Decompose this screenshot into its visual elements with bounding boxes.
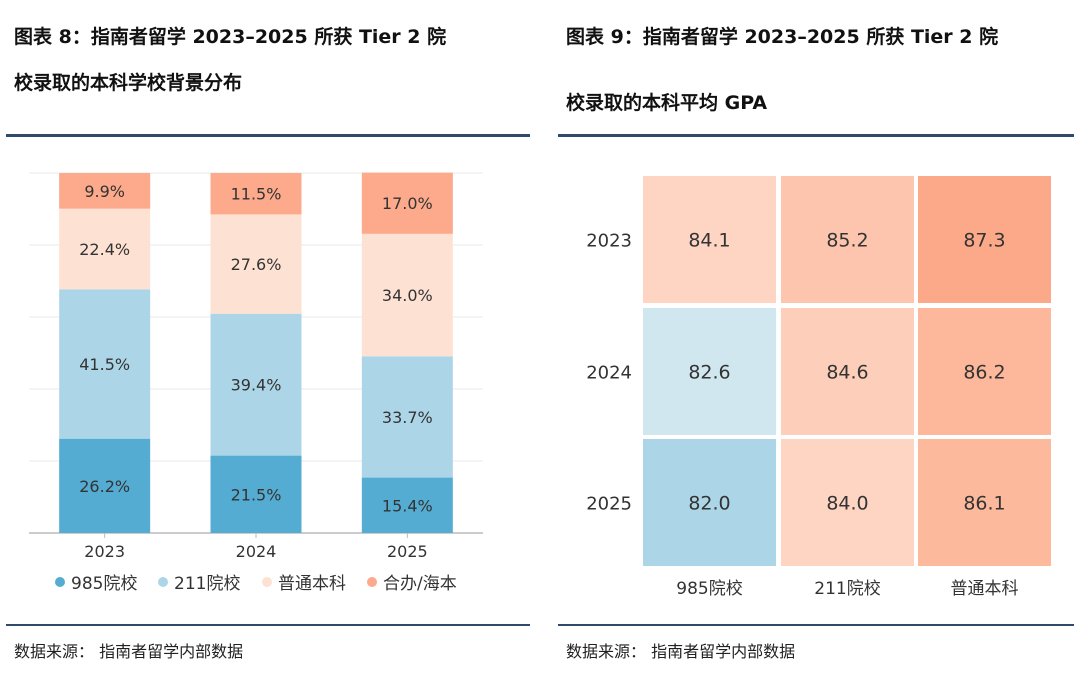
data-label: 17.0% [382, 194, 433, 213]
legend-label: 合办/海本 [383, 574, 457, 594]
cell-value: 82.0 [688, 493, 730, 515]
data-label: 11.5% [231, 185, 282, 204]
data-label: 15.4% [382, 496, 433, 515]
bar-segment-2024-1 [210, 313, 302, 456]
left-source-note: 数据来源： 指南者留学内部数据 [14, 642, 244, 661]
cell-value: 84.1 [688, 230, 730, 252]
cell-value: 85.2 [826, 230, 868, 252]
bar-segment-2023-0 [59, 438, 151, 533]
data-label: 26.2% [79, 477, 130, 496]
heatmap-cell-2024-1 [781, 308, 914, 435]
right-chart-title-line1: 图表 9：指南者留学 2023–2025 所获 Tier 2 院 [566, 26, 999, 48]
right-source-note: 数据来源： 指南者留学内部数据 [566, 642, 796, 661]
x-tick-label: 2023 [84, 542, 125, 561]
legend-marker-3 [367, 577, 377, 587]
column-label: 985院校 [676, 579, 742, 599]
heatmap-cell-2025-0 [643, 439, 776, 566]
bar-segment-2024-2 [210, 214, 302, 314]
bar-segment-2024-3 [210, 173, 302, 215]
legend-label: 985院校 [71, 574, 137, 594]
data-label: 22.4% [79, 240, 130, 259]
bar-segment-2025-3 [361, 172, 453, 234]
column-label: 211院校 [814, 579, 880, 599]
data-label: 27.6% [231, 255, 282, 274]
legend-label: 普通本科 [278, 574, 346, 594]
legend-marker-2 [262, 577, 272, 587]
heatmap-cell-2023-1 [781, 176, 914, 303]
bar-segment-2023-2 [59, 208, 151, 290]
cell-value: 86.2 [963, 362, 1005, 384]
row-label: 2023 [586, 231, 632, 252]
cell-value: 84.6 [826, 362, 868, 384]
legend-marker-1 [158, 577, 168, 587]
x-tick-label: 2024 [236, 542, 277, 561]
cell-value: 84.0 [826, 493, 868, 515]
left-top-divider [6, 134, 530, 137]
data-label: 39.4% [231, 376, 282, 395]
heatmap-cell-2023-0 [643, 176, 776, 303]
heatmap-cell-2024-2 [918, 308, 1051, 435]
left-chart-title-line1: 图表 8：指南者留学 2023–2025 所获 Tier 2 院 [14, 26, 447, 48]
data-label: 9.9% [84, 182, 125, 201]
cell-value: 87.3 [963, 230, 1005, 252]
data-label: 33.7% [382, 408, 433, 427]
gpa-heatmap: 2023 84.1 85.2 87.3 2024 82.6 84.6 86.2 2025 82.0… [586, 176, 1051, 599]
cell-value: 86.1 [963, 493, 1005, 515]
right-top-divider [558, 134, 1074, 137]
row-label: 2025 [586, 494, 632, 515]
data-label: 34.0% [382, 286, 433, 305]
heatmap-cell-2024-0 [643, 308, 776, 435]
bar-segment-2023-3 [59, 173, 151, 209]
left-chart-title-line2: 校录取的本科学校背景分布 [14, 72, 243, 94]
legend-marker-0 [55, 577, 65, 587]
right-bottom-divider [558, 624, 1074, 626]
stacked-bar-chart: 26.2% 41.5% 22.4% 9.9% 2023 21.5% 39.4% 27.6% 11… [29, 172, 483, 594]
bar-segment-2025-2 [361, 233, 453, 357]
bar-segment-2023-1 [59, 289, 151, 439]
heatmap-cell-2025-1 [781, 439, 914, 566]
bar-segment-2025-0 [361, 477, 453, 533]
bar-segment-2024-0 [210, 455, 302, 533]
column-label: 普通本科 [951, 579, 1019, 599]
heatmap-cell-2025-2 [918, 439, 1051, 566]
heatmap-cell-2023-2 [918, 176, 1051, 303]
data-label: 41.5% [79, 355, 130, 374]
legend-label: 211院校 [174, 574, 240, 594]
x-tick-label: 2025 [387, 542, 428, 561]
left-bottom-divider [6, 624, 530, 626]
cell-value: 82.6 [688, 362, 730, 384]
data-label: 21.5% [231, 485, 282, 504]
right-chart-title-line2: 校录取的本科平均 GPA [566, 92, 768, 114]
bar-segment-2025-1 [361, 356, 453, 478]
row-label: 2024 [586, 363, 632, 384]
